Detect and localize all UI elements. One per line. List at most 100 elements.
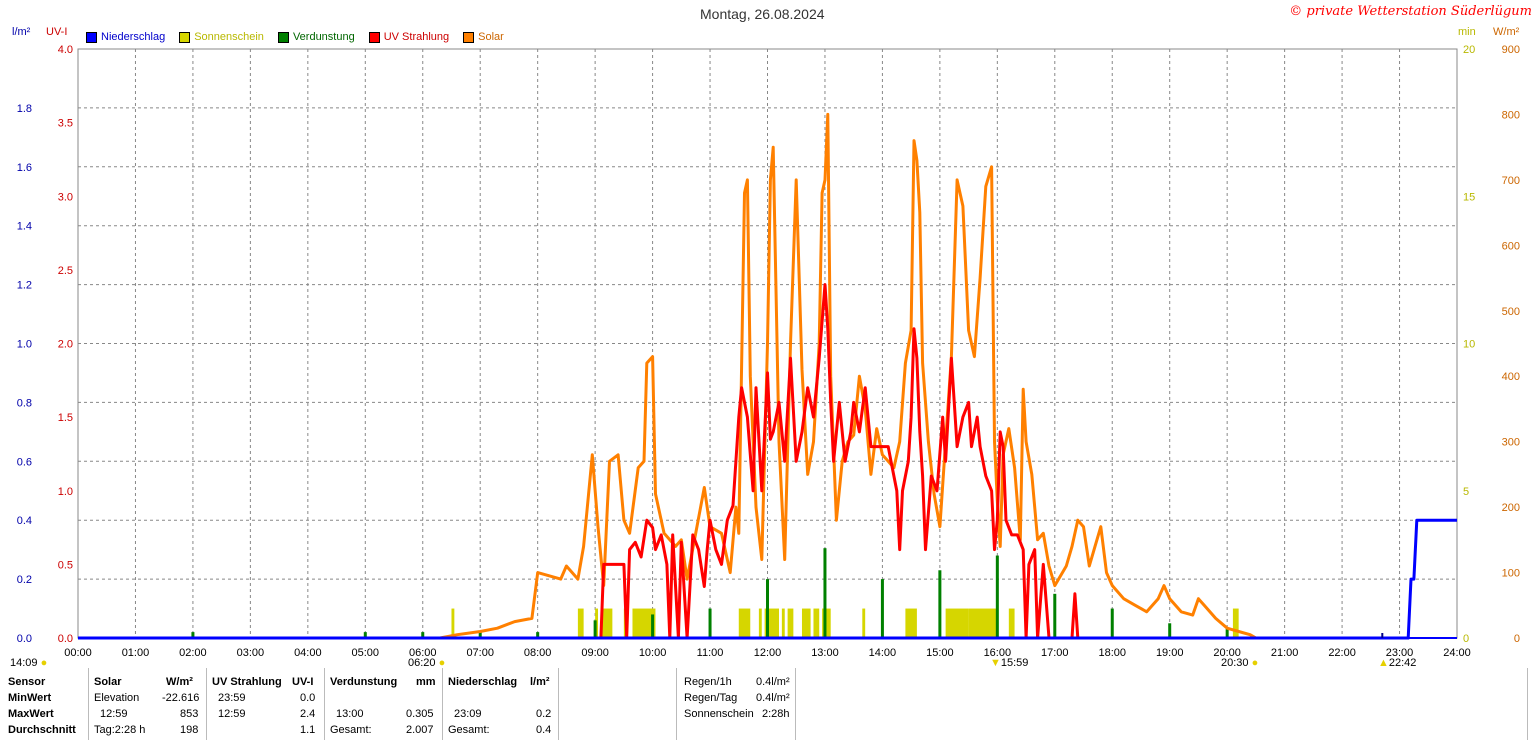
- sunshine-bar: [813, 608, 820, 638]
- uv-min-time: 23:59: [218, 692, 246, 704]
- sunshine-bar: [738, 608, 751, 638]
- evaporation-bar: [651, 614, 655, 638]
- stats-header-sensor: Sensor: [8, 676, 46, 688]
- evaporation-bar: [880, 579, 884, 638]
- x-tick-label: 17:00: [1041, 647, 1069, 659]
- x-tick-label: 07:00: [466, 647, 494, 659]
- rain-hour-val: 0.4l/m²: [756, 676, 790, 688]
- precip-tick-label: 1.2: [17, 280, 32, 292]
- sunshine-total-val: 2:28h: [762, 708, 790, 720]
- sunshine-bar: [1232, 608, 1239, 638]
- x-tick-label: 04:00: [294, 647, 322, 659]
- x-tick-label: 05:00: [352, 647, 380, 659]
- x-tick-label: 00:00: [64, 647, 92, 659]
- sunshine-bar: [781, 608, 785, 638]
- uv-tick-label: 2.5: [58, 265, 73, 277]
- precip-max-val: 0.2: [536, 708, 552, 720]
- sunshine-bar: [451, 608, 455, 638]
- sunshine-unit: min: [1458, 26, 1476, 38]
- x-tick-label: 08:00: [524, 647, 552, 659]
- uv-tick-label: 3.5: [58, 118, 73, 130]
- legend-label-uv: UV Strahlung: [383, 31, 450, 43]
- evap-max-time: 13:00: [336, 708, 364, 720]
- uv-tick-label: 3.0: [58, 191, 73, 203]
- moon-set-label: ▲22:42: [1378, 657, 1417, 669]
- evap-total-val: 2.007: [406, 724, 434, 736]
- sunshine-tick-label: 0: [1463, 633, 1469, 645]
- stats-header-evap: Verdunstung: [330, 676, 398, 688]
- uv-line: [599, 283, 1080, 640]
- evaporation-bar: [1225, 629, 1229, 638]
- stats-header-solar: Solar: [94, 676, 122, 688]
- x-tick-label: 18:00: [1098, 647, 1126, 659]
- precip-tick-label: 1.0: [17, 339, 32, 351]
- stats-header-solar-unit: W/m²: [166, 676, 193, 688]
- evaporation-bar: [536, 632, 540, 638]
- evaporation-bar: [1168, 623, 1172, 638]
- legend-swatch-solar: [463, 31, 475, 43]
- solar-avg-val: 198: [180, 724, 199, 736]
- sunset-label: 20:30 ●: [1221, 657, 1259, 669]
- evaporation-bar: [363, 632, 367, 638]
- solar-unit: W/m²: [1493, 26, 1520, 38]
- solar-tick-label: 0: [1514, 633, 1520, 645]
- rain-day-val: 0.4l/m²: [756, 692, 790, 704]
- precip-total-val: 0.4: [536, 724, 552, 736]
- solar-avg-time: Tag:2:28 h: [94, 724, 146, 736]
- stats-row-min: MinWert: [8, 692, 52, 704]
- solar-max-time: 12:59: [100, 708, 128, 720]
- x-tick-label: 15:00: [926, 647, 954, 659]
- legend-evaporation: Verdunstung: [277, 31, 355, 43]
- uv-unit: UV-I: [46, 26, 68, 38]
- sunshine-tick-label: 10: [1463, 339, 1475, 351]
- solar-tick-label: 300: [1502, 437, 1520, 449]
- solar-tick-label: 200: [1502, 502, 1520, 514]
- solar-tick-label: 400: [1502, 371, 1520, 383]
- legend-swatch-precip: [86, 31, 97, 43]
- stats-header-uv-unit: UV-I: [292, 676, 314, 688]
- evaporation-bar: [823, 548, 827, 638]
- x-tick-label: 22:00: [1328, 647, 1356, 659]
- solar-min-time: Elevation: [94, 692, 140, 704]
- sunshine-bar: [905, 608, 917, 638]
- stats-header-uv: UV Strahlung: [212, 676, 282, 688]
- precip-total-label: Gesamt:: [448, 724, 490, 736]
- evaporation-bar: [191, 632, 195, 638]
- evaporation-bar: [478, 632, 482, 638]
- evaporation-bars: [191, 548, 1229, 638]
- uv-tick-label: 4.0: [58, 44, 73, 56]
- evaporation-bar: [708, 608, 712, 638]
- x-tick-label: 24:00: [1443, 647, 1471, 659]
- sunshine-bar: [577, 608, 584, 638]
- legend-uv: UV Strahlung: [368, 31, 450, 43]
- x-tick-label: 10:00: [639, 647, 667, 659]
- legend-label-sunshine: Sonnenschein: [194, 31, 264, 43]
- uv-max-val: 2.4: [300, 708, 316, 720]
- legend-swatch-sunshine: [179, 31, 191, 43]
- chart-axes: 00:00 01:00 02:00 03:00 04:00 05:00 06:00 07:00…: [17, 44, 1520, 659]
- uv-min-val: 0.0: [300, 692, 316, 704]
- stats-row-avg: Durchschnitt: [8, 724, 76, 736]
- moon-rise-label: 14:09 ●: [10, 657, 48, 669]
- sunshine-tick-label: 20: [1463, 44, 1475, 56]
- legend-precip: Niederschlag: [86, 31, 165, 43]
- precip-tick-label: 0.2: [17, 574, 32, 586]
- legend-solar: Solar: [463, 31, 504, 43]
- evaporation-bar: [766, 579, 769, 638]
- uv-max-time: 12:59: [218, 708, 246, 720]
- sunshine-bar: [862, 608, 866, 638]
- x-tick-label: 14:00: [869, 647, 897, 659]
- x-tick-label: 11:00: [697, 647, 724, 659]
- legend-swatch-evaporation: [277, 31, 289, 43]
- sunshine-bar: [968, 608, 998, 638]
- sunshine-bars: [451, 608, 1239, 638]
- precip-tick-label: 0.8: [17, 397, 32, 409]
- copyright-text: © private Wetterstation Süderlügum: [1289, 4, 1532, 19]
- sunshine-tick-label: 15: [1463, 191, 1475, 203]
- stats-row-max: MaxWert: [8, 708, 54, 720]
- precip-tick-label: 1.6: [17, 162, 32, 174]
- uv-tick-label: 0.5: [58, 559, 73, 571]
- precip-tick-label: 0.0: [17, 633, 32, 645]
- evaporation-bar: [593, 620, 597, 638]
